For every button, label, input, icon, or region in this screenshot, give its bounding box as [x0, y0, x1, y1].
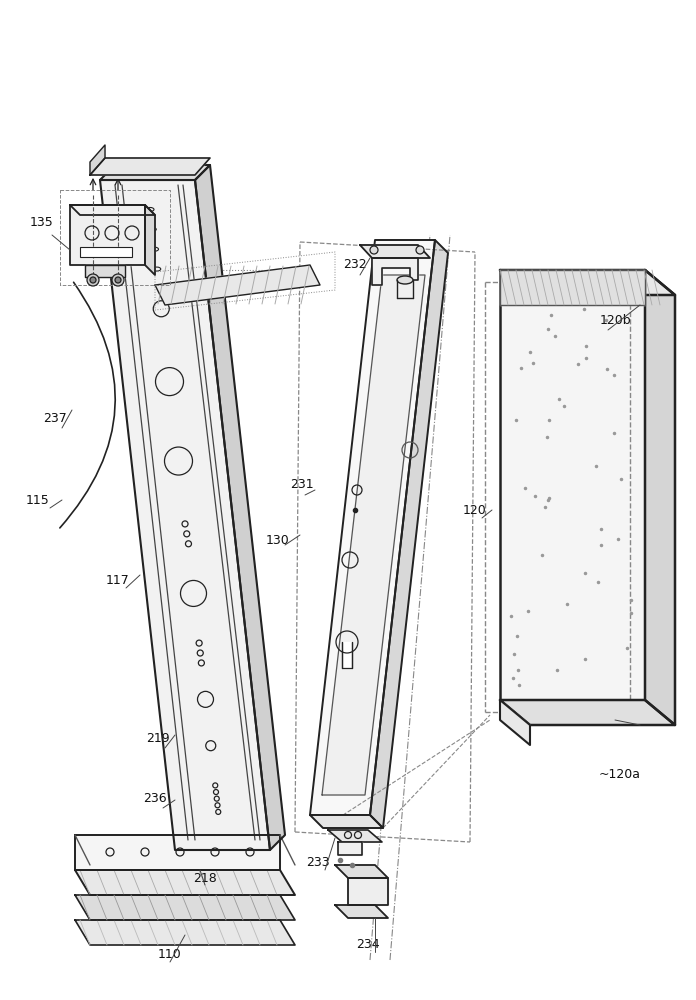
Text: 233: 233 [306, 856, 330, 868]
Text: 120b: 120b [599, 314, 631, 326]
Bar [80, 247, 132, 257]
Circle shape [87, 274, 99, 286]
Polygon shape [75, 870, 295, 895]
Polygon shape [310, 240, 435, 815]
Text: 219: 219 [146, 732, 170, 744]
Polygon shape [75, 920, 295, 945]
Polygon shape [500, 270, 675, 295]
Polygon shape [348, 878, 388, 905]
Polygon shape [500, 270, 645, 700]
Polygon shape [645, 270, 675, 725]
Polygon shape [328, 830, 382, 842]
Text: 135: 135 [30, 216, 54, 229]
Text: 117: 117 [106, 574, 130, 586]
Polygon shape [338, 842, 362, 855]
Polygon shape [195, 165, 285, 850]
Polygon shape [145, 205, 155, 275]
Circle shape [115, 277, 121, 283]
Polygon shape [372, 258, 418, 285]
Polygon shape [322, 275, 425, 795]
Text: 120: 120 [463, 504, 487, 516]
Polygon shape [335, 865, 388, 878]
Ellipse shape [397, 276, 413, 284]
Polygon shape [70, 205, 145, 265]
Text: 110: 110 [158, 948, 182, 962]
Text: 218: 218 [193, 871, 217, 884]
Text: 231: 231 [290, 479, 314, 491]
Polygon shape [75, 895, 295, 920]
Text: 130: 130 [266, 534, 290, 546]
Text: 236: 236 [143, 792, 167, 804]
Polygon shape [500, 270, 645, 305]
Text: ~120a: ~120a [599, 768, 641, 782]
Text: 115: 115 [26, 493, 50, 506]
Circle shape [112, 274, 124, 286]
Circle shape [370, 246, 378, 254]
Polygon shape [310, 815, 383, 828]
Circle shape [90, 277, 96, 283]
Polygon shape [70, 205, 155, 215]
Polygon shape [335, 905, 388, 918]
Polygon shape [155, 265, 320, 305]
Polygon shape [342, 642, 352, 668]
Polygon shape [500, 700, 530, 745]
Text: 234: 234 [356, 938, 380, 952]
Circle shape [416, 246, 424, 254]
Polygon shape [85, 265, 125, 277]
Text: 237: 237 [43, 412, 67, 424]
Polygon shape [90, 145, 105, 175]
Polygon shape [100, 165, 210, 180]
Polygon shape [90, 158, 210, 175]
Polygon shape [370, 240, 448, 828]
Polygon shape [75, 835, 280, 870]
Text: 232: 232 [343, 258, 367, 271]
Polygon shape [100, 180, 270, 850]
Polygon shape [360, 245, 430, 258]
Polygon shape [500, 700, 675, 725]
